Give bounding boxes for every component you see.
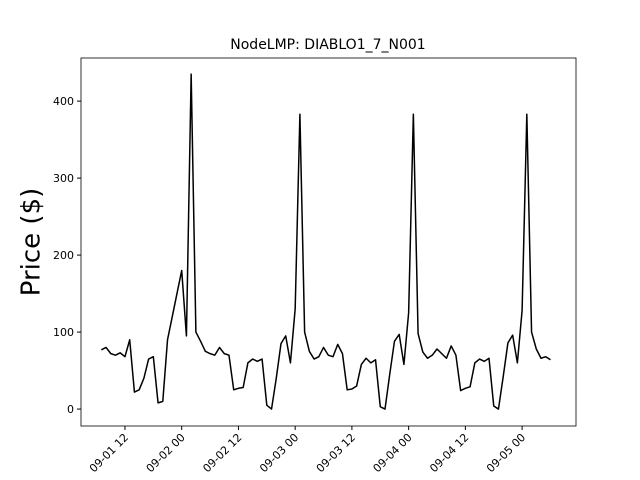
y-tick-label: 400 xyxy=(53,95,74,108)
y-tick-label: 200 xyxy=(53,249,74,262)
y-tick-label: 100 xyxy=(53,326,74,339)
y-axis-label: Price ($) xyxy=(17,188,47,297)
y-tick-label: 0 xyxy=(67,403,74,416)
y-tick-label: 300 xyxy=(53,172,74,185)
chart-title: NodeLMP: DIABLO1_7_N001 xyxy=(230,37,425,53)
plot-frame xyxy=(80,57,577,427)
series-line xyxy=(101,73,551,410)
